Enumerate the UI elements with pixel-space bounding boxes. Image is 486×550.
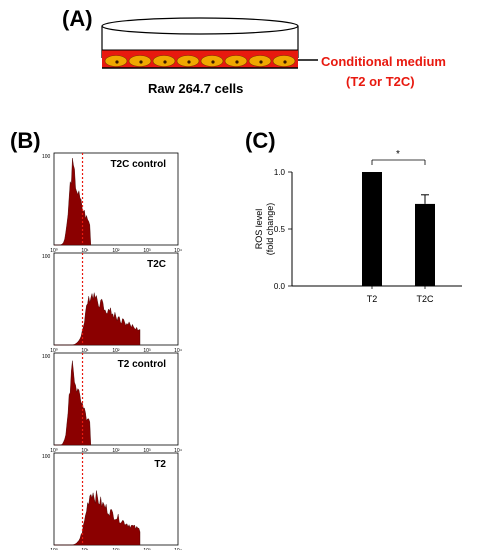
histogram-x-tick: 10⁰: [50, 448, 58, 454]
y-axis-label: ROS level: [254, 209, 264, 250]
histogram-fill: [54, 360, 92, 446]
histogram-1: T2C control 100 10⁰ 10¹ 10² 10³ 10⁴: [42, 152, 182, 254]
y-axis-label-sub: (fold change): [265, 203, 275, 256]
histogram-x-tick: 10⁴: [174, 248, 182, 254]
cell-nucleus: [115, 60, 119, 64]
panel-c-label: (C): [245, 128, 276, 153]
significance-marker: *: [396, 149, 400, 160]
histogram-x-tick: 10⁴: [174, 348, 182, 354]
y-tick-label: 0.0: [274, 282, 286, 291]
histogram-title: T2C: [147, 259, 166, 270]
histogram-x-tick: 10³: [143, 248, 151, 254]
cell-nucleus: [259, 60, 263, 64]
histogram-fill: [54, 158, 92, 246]
histogram-title: T2: [154, 459, 166, 470]
histogram-y-tick: 100: [42, 154, 51, 160]
histogram-fill: [54, 490, 141, 546]
cell-nucleus: [211, 60, 215, 64]
histogram-title: T2 control: [118, 359, 167, 370]
cell-nucleus: [163, 60, 167, 64]
histogram-x-tick: 10⁰: [50, 548, 58, 550]
x-tick-label: T2: [367, 294, 378, 304]
histogram-x-tick: 10⁰: [50, 348, 58, 354]
panel-c-bar-chart: ROS level (fold change) * 0.0 0.5 1.0 T2 T2C: [254, 149, 462, 304]
histogram-title: T2C control: [110, 159, 166, 170]
conditional-medium-layer: [102, 50, 298, 68]
cell-nucleus: [187, 60, 191, 64]
histogram-4: T2 100 10⁰ 10¹ 10² 10³ 10⁴: [42, 452, 182, 550]
panel-a-label: (A): [62, 6, 93, 31]
histogram-x-tick: 10²: [112, 248, 120, 254]
histogram-x-tick: 10³: [143, 448, 151, 454]
histogram-x-tick: 10⁰: [50, 248, 58, 254]
cell-nucleus: [139, 60, 143, 64]
histogram-frame: [53, 152, 179, 246]
bar-t2: [362, 172, 382, 286]
histogram-3: T2 control 100 10⁰ 10¹ 10² 10³ 10⁴: [42, 352, 182, 454]
histogram-x-tick: 10⁴: [174, 448, 182, 454]
medium-label-sub: (T2 or T2C): [346, 74, 415, 89]
histogram-frame: [53, 352, 179, 446]
cells-label: Raw 264.7 cells: [148, 81, 243, 96]
panel-a-dish: [101, 17, 318, 69]
cell-row: [104, 55, 296, 67]
histogram-x-tick: 10⁴: [174, 548, 182, 550]
y-tick-label: 0.5: [274, 225, 286, 234]
histogram-2: T2C 100 10⁰ 10¹ 10² 10³ 10⁴: [42, 252, 182, 354]
cell-nucleus: [283, 60, 287, 64]
histogram-x-tick: 10¹: [81, 548, 89, 550]
histogram-y-tick: 100: [42, 454, 51, 460]
histogram-x-tick: 10¹: [81, 248, 89, 254]
histogram-x-tick: 10³: [143, 348, 151, 354]
histogram-x-tick: 10³: [143, 548, 151, 550]
histogram-y-tick: 100: [42, 354, 51, 360]
histogram-y-tick: 100: [42, 254, 51, 260]
panel-b-label: (B): [10, 128, 41, 153]
x-tick-label: T2C: [416, 294, 434, 304]
bar-t2c: [415, 203, 435, 286]
histogram-x-tick: 10¹: [81, 448, 89, 454]
histogram-fill: [54, 292, 141, 346]
histogram-x-tick: 10¹: [81, 348, 89, 354]
cell-nucleus: [235, 60, 239, 64]
medium-label: Conditional medium: [321, 54, 446, 69]
y-tick-label: 1.0: [274, 168, 286, 177]
histogram-x-tick: 10²: [112, 348, 120, 354]
histogram-x-tick: 10²: [112, 548, 120, 550]
histogram-x-tick: 10²: [112, 448, 120, 454]
